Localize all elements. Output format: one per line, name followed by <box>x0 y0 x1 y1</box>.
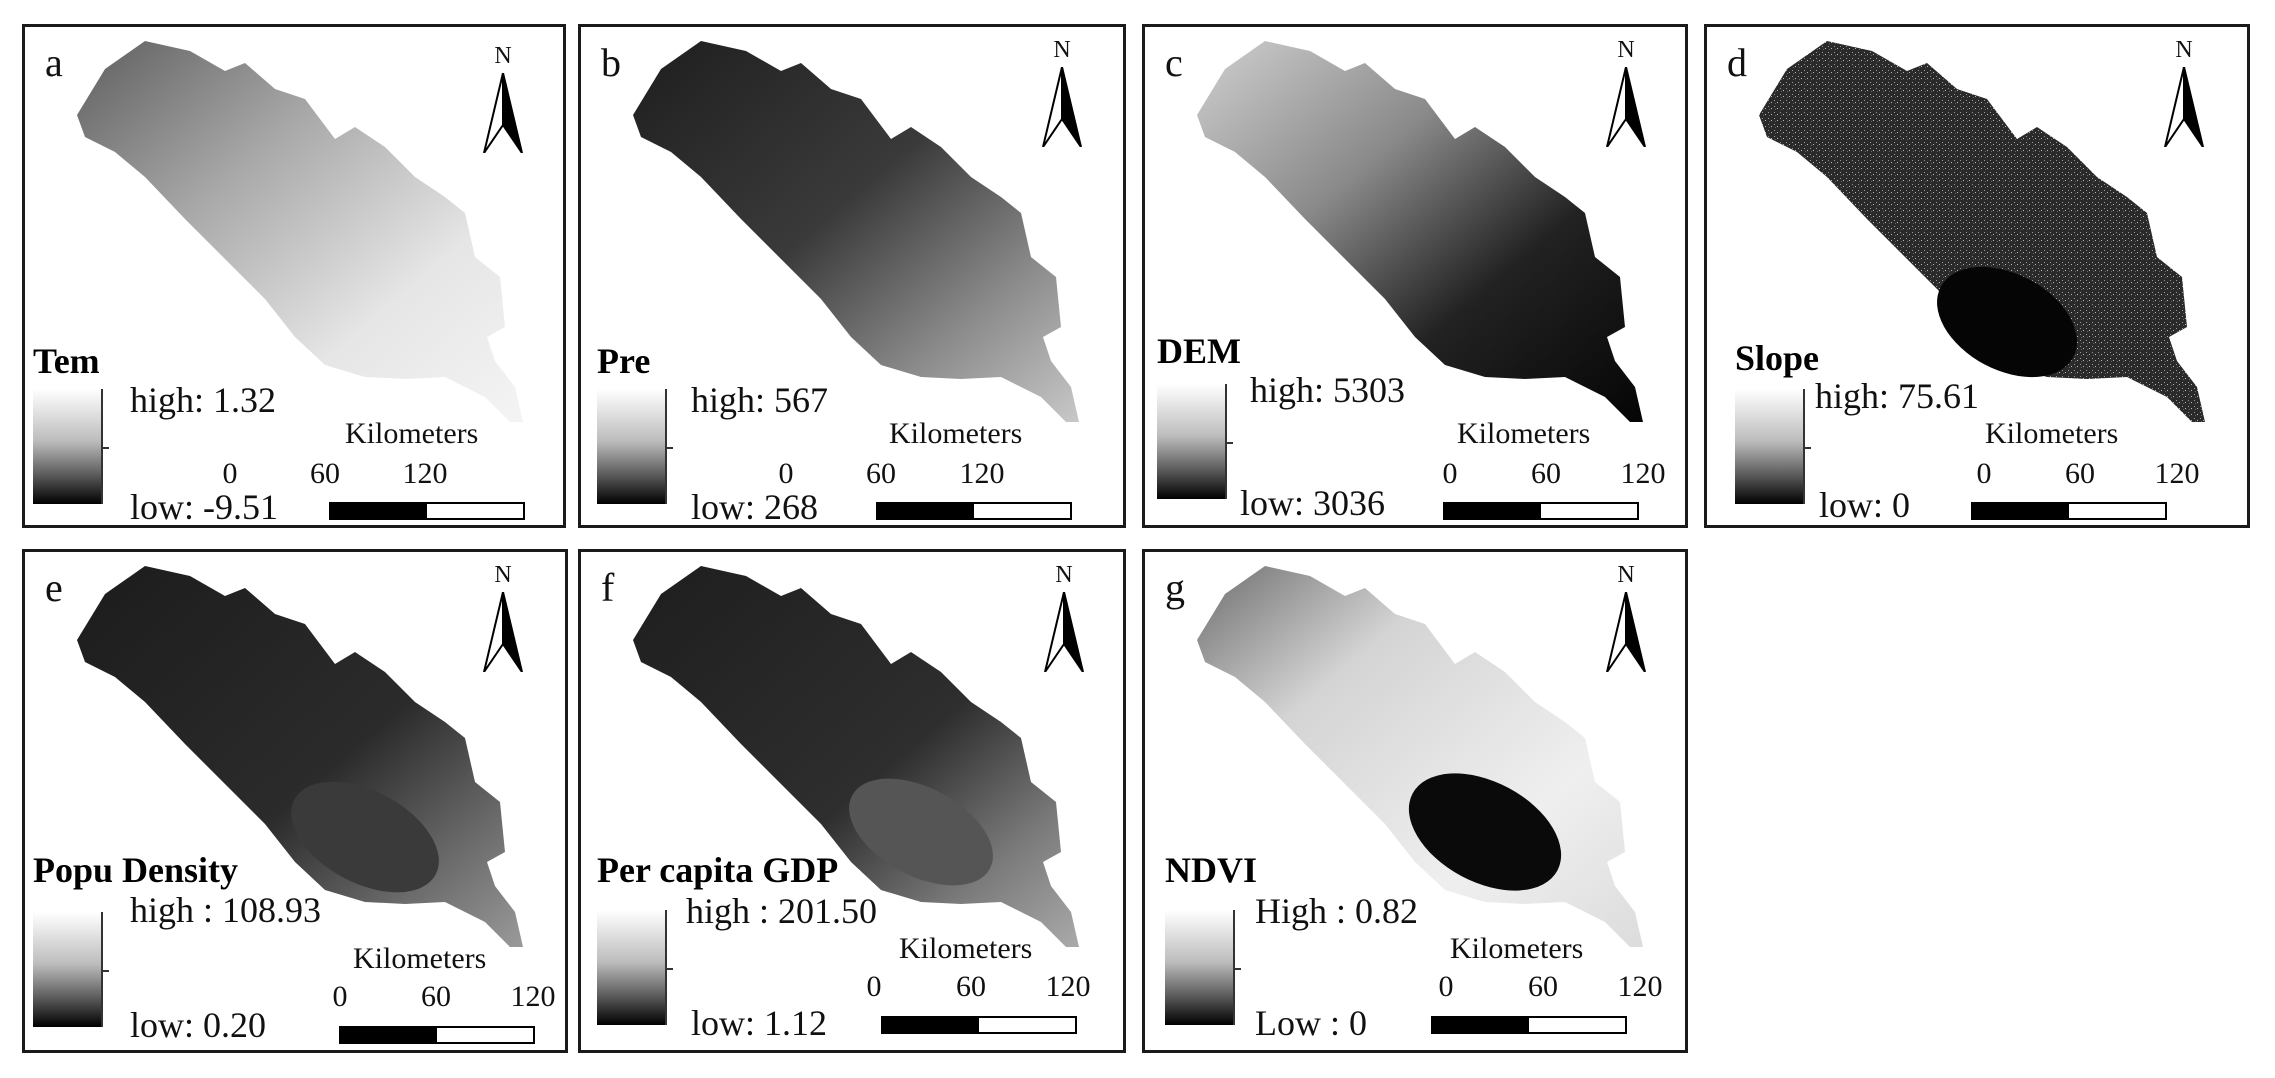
scale-tick-0: 0 <box>222 457 238 490</box>
legend-title: Popu Density <box>33 850 239 890</box>
scale-bar-title: Kilometers <box>889 417 1023 450</box>
legend-colorbar <box>1735 389 1811 504</box>
legend-low-value: low: 268 <box>691 487 819 527</box>
scale-bar-title: Kilometers <box>1457 417 1591 450</box>
scale-tick-60: 60 <box>956 970 986 1003</box>
legend-colorbar <box>1165 910 1241 1025</box>
north-arrow-icon: N <box>1041 562 1087 672</box>
scale-tick-60: 60 <box>2065 457 2095 490</box>
legend-high-value: high : 108.93 <box>130 890 322 930</box>
panel-letter: b <box>601 40 621 85</box>
map-panel-c: c N DEM high: 5303 low: 3036 Kilometers … <box>1142 24 1688 528</box>
scale-bar <box>881 1016 1077 1034</box>
legend-low-value: low: 0 <box>1819 485 1911 525</box>
north-arrow-icon: N <box>1603 562 1649 672</box>
legend-high-value: High : 0.82 <box>1255 891 1419 931</box>
scale-tick-60: 60 <box>866 457 896 490</box>
panel-letter: a <box>45 40 63 85</box>
scale-tick-120: 120 <box>1617 970 1663 1003</box>
scale-tick-120: 120 <box>1620 457 1666 490</box>
legend-high-value: high: 1.32 <box>130 380 277 420</box>
scale-tick-60: 60 <box>1528 970 1558 1003</box>
study-area-map-population-density <box>77 566 523 947</box>
panel-letter: c <box>1165 40 1183 85</box>
north-arrow-icon: N <box>1603 37 1649 147</box>
scale-tick-120: 120 <box>2154 457 2200 490</box>
panel-letter: g <box>1165 565 1185 610</box>
map-panel-a: a N Tem high: 1.32 low: -9.51 Kilometers… <box>22 24 566 528</box>
scale-tick-0: 0 <box>332 980 348 1013</box>
scale-bar <box>329 502 525 520</box>
legend-colorbar <box>33 389 109 504</box>
legend-high-value: high: 5303 <box>1250 370 1406 410</box>
map-panel-d: d N Slope high: 75.61 low: 0 Kilometers … <box>1704 24 2250 528</box>
north-arrow-icon: N <box>2161 37 2207 147</box>
scale-tick-120: 120 <box>1045 970 1091 1003</box>
legend-low-value: low: -9.51 <box>130 487 278 527</box>
map-panel-g: g N NDVI High : 0.82 Low : 0 Kilometers … <box>1142 549 1688 1053</box>
north-arrow-icon: N <box>480 562 526 672</box>
legend-low-value: low: 1.12 <box>691 1003 828 1043</box>
map-panel-e: e N Popu Density high : 108.93 low: 0.20… <box>22 549 568 1053</box>
scale-tick-0: 0 <box>1976 457 1992 490</box>
legend-colorbar <box>597 910 673 1025</box>
legend-high-value: high: 75.61 <box>1815 376 1980 416</box>
scale-tick-60: 60 <box>1531 457 1561 490</box>
panel-letter: f <box>601 565 615 610</box>
study-area-map-dem <box>1197 41 1643 422</box>
legend-colorbar <box>1157 384 1233 499</box>
scale-bar <box>876 502 1072 520</box>
scale-bar <box>339 1026 535 1044</box>
scale-tick-60: 60 <box>310 457 340 490</box>
north-arrow-icon: N <box>1039 37 1085 147</box>
scale-bar-title: Kilometers <box>353 942 487 975</box>
scale-bar-title: Kilometers <box>1450 932 1584 965</box>
scale-tick-0: 0 <box>1442 457 1458 490</box>
panel-letter: d <box>1727 40 1747 85</box>
legend-colorbar <box>33 912 109 1027</box>
legend-title: NDVI <box>1165 850 1258 890</box>
north-arrow-icon: N <box>480 43 526 153</box>
legend-low-value: low: 3036 <box>1240 483 1386 523</box>
scale-bar-title: Kilometers <box>345 417 479 450</box>
scale-tick-120: 120 <box>510 980 556 1013</box>
scale-tick-0: 0 <box>1438 970 1454 1003</box>
scale-tick-0: 0 <box>778 457 794 490</box>
scale-tick-120: 120 <box>402 457 448 490</box>
legend-title: Slope <box>1735 338 1820 378</box>
legend-title: DEM <box>1157 331 1241 371</box>
scale-bar <box>1971 502 2167 520</box>
map-panel-f: f N Per capita GDP high : 201.50 low: 1.… <box>578 549 1126 1053</box>
legend-low-value: Low : 0 <box>1255 1003 1367 1043</box>
legend-high-value: high : 201.50 <box>686 891 878 931</box>
scale-bar-title: Kilometers <box>1985 417 2119 450</box>
study-area-map-pre <box>633 41 1079 422</box>
legend-high-value: high: 567 <box>691 380 829 420</box>
study-area-map-per-capita-gdp <box>633 566 1079 947</box>
study-area-map-tem <box>77 41 523 422</box>
scale-tick-60: 60 <box>421 980 451 1013</box>
map-panel-b: b N Pre high: 567 low: 268 Kilometers 0 … <box>578 24 1126 528</box>
scale-bar <box>1443 502 1639 520</box>
legend-title: Per capita GDP <box>597 850 839 890</box>
panel-letter: e <box>45 565 63 610</box>
scale-tick-0: 0 <box>866 970 882 1003</box>
study-area-map-ndvi <box>1197 566 1643 947</box>
scale-bar-title: Kilometers <box>899 932 1033 965</box>
scale-tick-120: 120 <box>959 457 1005 490</box>
scale-bar <box>1431 1016 1627 1034</box>
legend-title: Pre <box>597 341 651 381</box>
legend-colorbar <box>597 389 673 504</box>
legend-low-value: low: 0.20 <box>130 1005 267 1045</box>
legend-title: Tem <box>33 341 100 381</box>
study-area-map-slope <box>1759 41 2205 422</box>
